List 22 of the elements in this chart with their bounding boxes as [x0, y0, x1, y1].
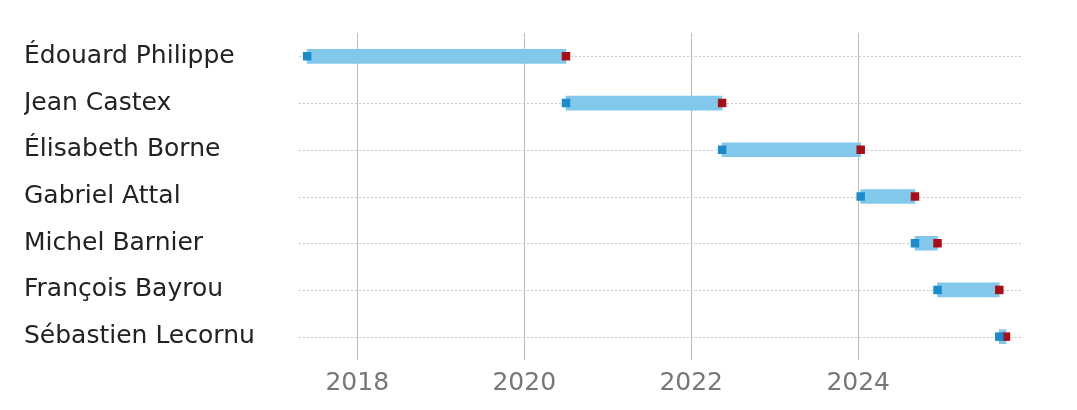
- x-tick-label: 2018: [325, 366, 390, 396]
- point: [561, 52, 571, 61]
- bar: [860, 189, 916, 204]
- x-tick-label: 2024: [826, 366, 891, 396]
- bar: [306, 49, 567, 64]
- y-tick-label: Sébastien Lecornu: [24, 320, 255, 350]
- point: [856, 145, 865, 155]
- point: [995, 285, 1004, 295]
- point: [910, 192, 920, 201]
- y-tick-label: Michel Barnier: [24, 226, 204, 256]
- point: [856, 192, 865, 201]
- point: [933, 238, 942, 248]
- y-tick-label: Édouard Philippe: [24, 39, 235, 69]
- x-tick-label: 2020: [492, 366, 557, 396]
- y-tick-label: Gabriel Attal: [24, 180, 181, 209]
- y-tick-label: François Bayrou: [24, 273, 224, 303]
- y-tick-label: Élisabeth Borne: [24, 133, 221, 163]
- bar: [565, 95, 723, 111]
- point: [302, 52, 312, 61]
- x-tick-label: 2022: [659, 366, 724, 396]
- point: [933, 285, 942, 295]
- bar: [721, 142, 862, 158]
